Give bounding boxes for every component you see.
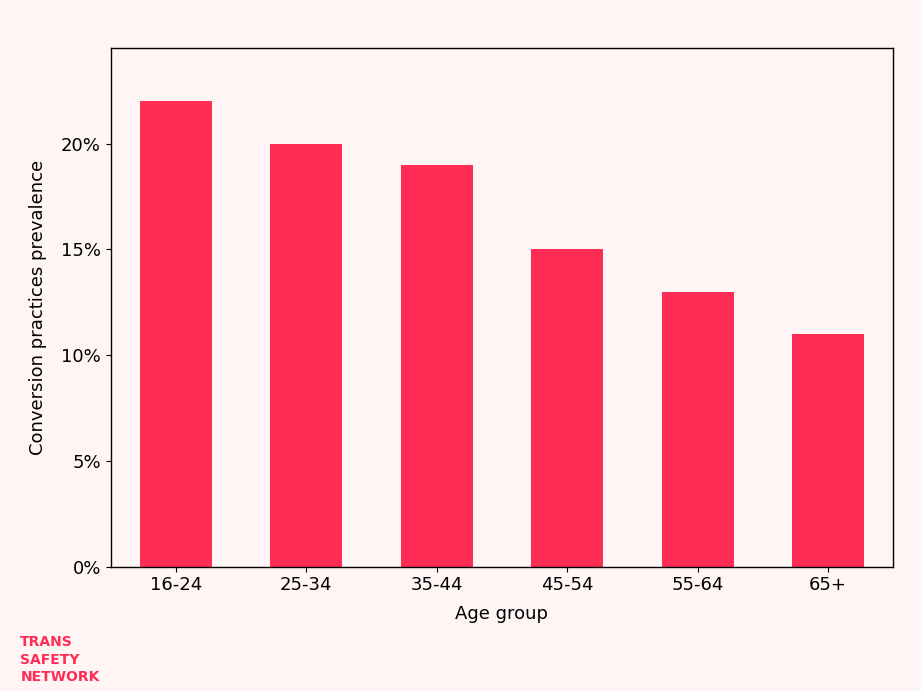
Y-axis label: Conversion practices prevalence: Conversion practices prevalence bbox=[29, 160, 47, 455]
Bar bbox=[271, 144, 342, 567]
Text: TRANS
SAFETY
NETWORK: TRANS SAFETY NETWORK bbox=[20, 636, 99, 684]
Bar bbox=[401, 164, 472, 567]
Bar bbox=[531, 249, 603, 567]
X-axis label: Age group: Age group bbox=[456, 605, 548, 623]
Bar bbox=[792, 334, 864, 567]
Bar bbox=[662, 292, 733, 567]
Bar bbox=[140, 102, 212, 567]
